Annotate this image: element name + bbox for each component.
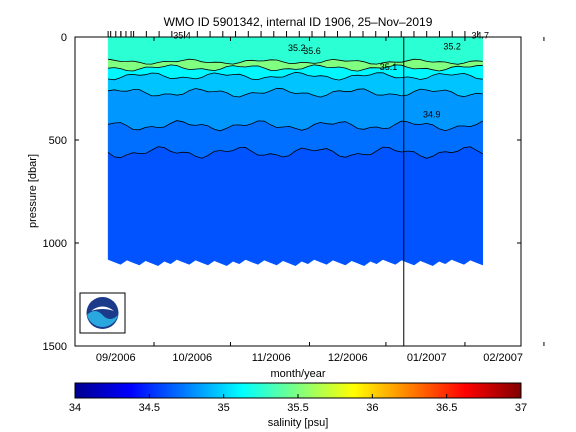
colorbar-tick-label: 36.5: [436, 402, 457, 414]
colorbar-tick-label: 36: [366, 402, 378, 414]
colorbar: 34 34.5 35 35.5 36 36.5 37 salinity [psu]: [69, 382, 527, 429]
colorbar-tick-label: 34.5: [139, 402, 160, 414]
contour-label: 34.9: [423, 109, 441, 119]
x-tick-label: 02/2007: [483, 352, 523, 364]
contour-label: 35.2: [288, 43, 306, 53]
y-tick-label: 1000: [43, 238, 67, 250]
contour-label: 35.1: [380, 62, 398, 72]
x-axis-ticks: 09/2006 10/2006 11/2006 12/2006 01/2007 02/20…: [96, 37, 545, 364]
colorbar-label: salinity [psu]: [268, 417, 329, 429]
colorbar-ticks: 34 34.5 35 35.5 36 36.5 37: [69, 394, 527, 414]
logo-wave: [87, 311, 118, 328]
noaa-logo: [79, 292, 126, 334]
salinity-layer: [107, 146, 484, 266]
y-axis-ticks: 0 500 1000 1500: [43, 32, 521, 353]
colorbar-tick-label: 37: [515, 402, 527, 414]
x-axis-label: month/year: [270, 368, 325, 380]
contour-label: 35.6: [303, 46, 321, 56]
contour-label: 35.2: [443, 41, 461, 51]
y-tick-label: 500: [49, 135, 67, 147]
contour-label: 34.7: [471, 31, 489, 41]
colorbar-tick-label: 34: [69, 402, 81, 414]
plot-frame: [74, 36, 522, 347]
x-tick-label: 11/2006: [252, 352, 291, 364]
colorbar-tick-label: 35.5: [287, 402, 308, 414]
x-tick-label: 01/2007: [407, 352, 447, 364]
x-tick-label: 12/2006: [328, 352, 368, 364]
x-tick-label: 10/2006: [172, 352, 212, 364]
chart-title: WMO ID 5901342, internal ID 1906, 25–Nov…: [164, 15, 433, 29]
x-tick-label: 09/2006: [96, 352, 136, 364]
y-axis-label: pressure [dbar]: [27, 154, 39, 228]
plot-area: 35.435.235.635.134.934.735.2 09/2006 10/2…: [43, 31, 545, 364]
y-tick-label: 0: [61, 32, 67, 44]
salinity-field: [107, 37, 484, 266]
contour-line: [108, 64, 483, 72]
contour-label: 35.4: [173, 31, 191, 41]
salinity-contours: [107, 58, 483, 159]
colorbar-tick-label: 35: [218, 402, 230, 414]
contour-labels: 35.435.235.635.134.934.735.2: [173, 31, 489, 120]
contour-line: [108, 87, 483, 98]
logo-seabird-icon: [91, 306, 114, 311]
contour-line: [108, 58, 483, 65]
contour-line: [108, 120, 483, 132]
y-tick-label: 1500: [43, 341, 67, 353]
contour-line: [107, 146, 483, 159]
profile-ticks: [107, 31, 479, 37]
contour-line: [108, 71, 483, 81]
